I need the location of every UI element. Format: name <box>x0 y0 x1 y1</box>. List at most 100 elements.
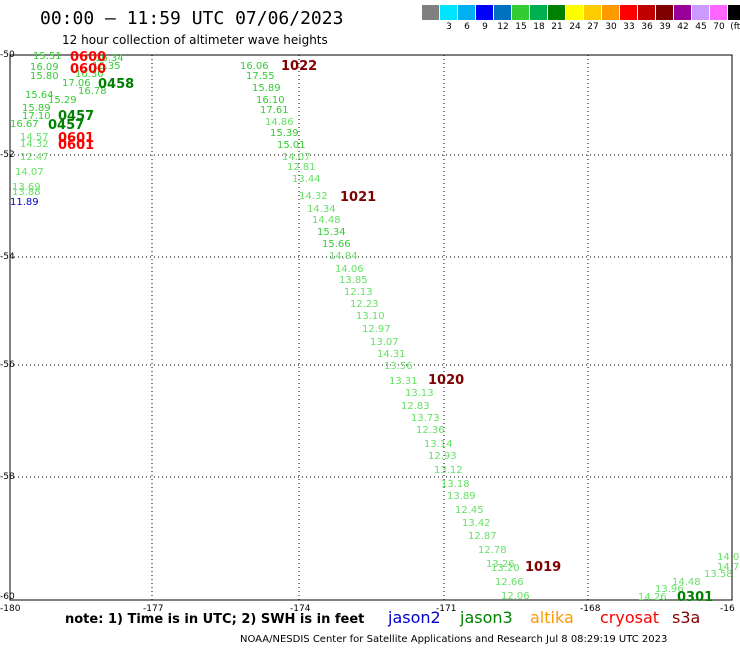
pass-time-label: 0458 <box>98 77 135 92</box>
scale-label: 39 <box>659 22 671 32</box>
wave-height-label: 14.26 <box>638 592 667 603</box>
wave-height-label: 14.57 <box>20 132 49 143</box>
scale-swatch <box>494 5 512 20</box>
scale-swatch <box>638 5 656 20</box>
wave-height-label: 13.20 <box>491 563 520 574</box>
lon-label: -171 <box>436 604 457 614</box>
wave-height-label: 12.47 <box>20 152 49 163</box>
wave-height-label: 16.34 <box>95 53 124 64</box>
note-text: note: 1) Time is in UTC; 2) SWH is in fe… <box>65 612 365 627</box>
pass-time-label: 1021 <box>340 190 377 205</box>
wave-height-label: 14.76 <box>717 562 740 573</box>
scale-label: 36 <box>641 22 653 32</box>
wave-height-label: 13.42 <box>462 518 491 529</box>
scale-swatch <box>476 5 494 20</box>
wave-height-label: 17.61 <box>260 105 289 116</box>
map-border <box>9 54 733 601</box>
lat-label: -56 <box>0 360 15 370</box>
wave-height-label: 11.89 <box>10 197 39 208</box>
scale-swatch <box>440 5 458 20</box>
scale-swatch <box>692 5 710 20</box>
wave-height-label: 15.01 <box>277 140 306 151</box>
wave-height-label: 12.36 <box>416 425 445 436</box>
wave-height-label: 16.30 <box>75 69 104 80</box>
wave-height-label: 12.78 <box>478 545 507 556</box>
scale-label: 24 <box>569 22 581 32</box>
page-subtitle: 12 hour collection of altimeter wave hei… <box>62 33 328 47</box>
lat-label: -54 <box>0 252 15 262</box>
pass-time-label: 0301 <box>677 590 714 605</box>
wave-height-label: 13.26 <box>486 559 515 570</box>
wave-height-label: 14.0 <box>717 552 740 563</box>
wave-height-label: 12.93 <box>428 451 457 462</box>
wave-height-label: 13.10 <box>356 311 385 322</box>
wave-height-label: 17.10 <box>22 111 51 122</box>
wave-height-label: 13.07 <box>370 337 399 348</box>
wave-height-label: 13.89 <box>447 491 476 502</box>
wave-height-label: 13.12 <box>434 465 463 476</box>
wave-height-label: 16.78 <box>78 86 107 97</box>
lon-label: -16 <box>720 604 735 614</box>
wave-height-label: 13.73 <box>411 413 440 424</box>
legend-entry: cryosat <box>600 608 660 627</box>
wave-height-label: 12.81 <box>287 162 316 173</box>
wave-height-label: 15.66 <box>322 239 351 250</box>
wave-height-label: 13.56 <box>384 361 413 372</box>
legend-entry: jason3 <box>460 608 513 627</box>
wave-height-label: 15.34 <box>317 227 346 238</box>
wave-height-label: 16.09 <box>30 62 59 73</box>
lat-label: -50 <box>0 50 15 60</box>
wave-height-label: 14.07 <box>15 167 44 178</box>
wave-height-label: 14.34 <box>307 204 336 215</box>
graticule <box>10 55 732 600</box>
wave-height-label: 14.31 <box>377 349 406 360</box>
wave-height-label: 17.06 <box>62 78 91 89</box>
legend-entry: s3a <box>672 608 701 627</box>
wave-height-label: 15.29 <box>48 95 77 106</box>
wave-height-label: 13.14 <box>424 439 453 450</box>
scale-swatch <box>674 5 692 20</box>
wave-height-label: 12.87 <box>468 531 497 542</box>
lon-label: -168 <box>580 604 601 614</box>
pass-time-label: 1020 <box>428 373 465 388</box>
pass-time-label: 0600 <box>70 62 107 77</box>
wave-height-label: 14.48 <box>312 215 341 226</box>
pass-time-label: 1022 <box>281 59 318 74</box>
wave-height-label: 15.51 <box>33 51 62 62</box>
scale-swatch <box>530 5 548 20</box>
scale-label: (ft) <box>730 22 740 32</box>
wave-height-label: 13.58 <box>704 569 733 580</box>
pass-time-label: 0457 <box>48 118 85 133</box>
scale-label: 12 <box>497 22 509 32</box>
lon-label: -174 <box>290 604 311 614</box>
wave-height-label: 14.32 <box>299 191 328 202</box>
wave-height-label: 12.66 <box>495 577 524 588</box>
scale-swatch <box>602 5 620 20</box>
lon-label: -177 <box>143 604 164 614</box>
scale-swatch <box>656 5 674 20</box>
scale-label: 3 <box>446 22 452 32</box>
scale-label: 30 <box>605 22 617 32</box>
wave-height-label: 15.80 <box>30 71 59 82</box>
wave-height-label: 13.31 <box>389 376 418 387</box>
wave-height-label: 13.13 <box>405 388 434 399</box>
scale-label: 21 <box>551 22 563 32</box>
pass-time-label: 0601 <box>58 138 95 153</box>
page-title: 00:00 – 11:59 UTC 07/06/2023 <box>40 8 344 29</box>
wave-height-label: 13.88 <box>12 187 41 198</box>
scale-label: 45 <box>695 22 707 32</box>
lat-label: -58 <box>0 472 15 482</box>
lat-label: -60 <box>0 592 15 602</box>
pass-time-label: 0601 <box>58 131 95 146</box>
wave-height-label: 12.13 <box>344 287 373 298</box>
scale-swatch <box>548 5 566 20</box>
wave-height-label: 16.67 <box>10 119 39 130</box>
wave-height-label: 15.89 <box>252 83 281 94</box>
scale-swatch <box>584 5 602 20</box>
scale-swatch <box>728 5 740 20</box>
wave-height-label: 12.23 <box>350 299 379 310</box>
scale-label: 70 <box>713 22 725 32</box>
scale-swatch <box>422 5 440 20</box>
scale-label: 15 <box>515 22 527 32</box>
